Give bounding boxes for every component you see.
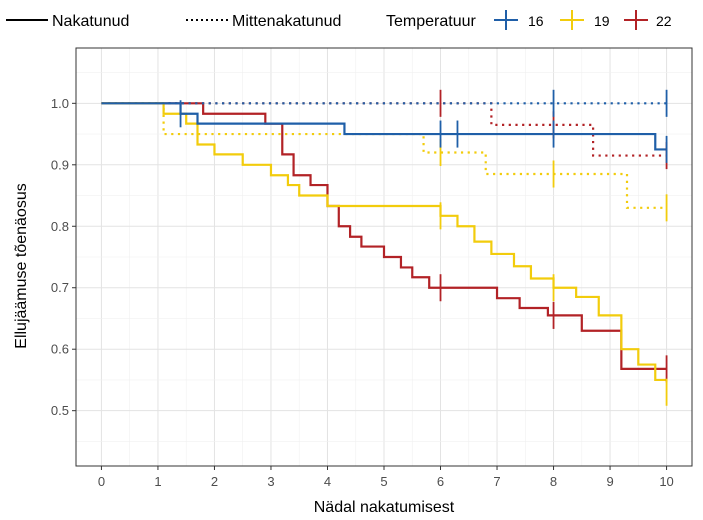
- legend-item-mittenakatunud: Mittenakatunud: [232, 13, 341, 30]
- y-axis: 0.5 0.6 0.7 0.8 0.9 1.0: [51, 96, 76, 418]
- y-tick-label: 0.8: [51, 219, 69, 234]
- x-tick-label: 5: [380, 474, 387, 489]
- series-22-nakatunud: [101, 102, 667, 370]
- y-tick-label: 0.5: [51, 403, 69, 418]
- legend-item-16: 16: [528, 13, 544, 29]
- x-tick-label: 2: [211, 474, 218, 489]
- legend-key-19: [560, 10, 584, 30]
- y-tick-label: 0.9: [51, 157, 69, 172]
- series-19-nakatunud: [101, 102, 667, 382]
- x-tick-label: 4: [324, 474, 331, 489]
- x-tick-label: 7: [493, 474, 500, 489]
- censor-marks: [179, 89, 668, 406]
- legend-title-temperatuur: Temperatuur: [386, 13, 476, 30]
- y-tick-label: 0.7: [51, 280, 69, 295]
- y-tick-label: 0.6: [51, 342, 69, 357]
- x-tick-label: 6: [437, 474, 444, 489]
- x-tick-label: 3: [267, 474, 274, 489]
- x-axis-title: Nädal nakatumisest: [314, 499, 455, 516]
- legend: Nakatunud Mittenakatunud Temperatuur 16 …: [6, 10, 672, 30]
- x-tick-label: 10: [659, 474, 673, 489]
- series-layer: [101, 102, 667, 382]
- x-tick-label: 8: [550, 474, 557, 489]
- series-22-mittenakatunud: [101, 102, 667, 157]
- y-tick-label: 1.0: [51, 96, 69, 111]
- y-axis-title: Ellujäämuse tõenäosus: [13, 183, 30, 348]
- legend-key-16: [494, 10, 518, 30]
- x-axis: 0 1 2 3 4 5 6 7 8 9 10: [98, 466, 674, 489]
- legend-item-19: 19: [594, 13, 610, 29]
- x-tick-label: 1: [154, 474, 161, 489]
- legend-item-nakatunud: Nakatunud: [52, 13, 129, 30]
- x-tick-label: 0: [98, 474, 105, 489]
- legend-item-22: 22: [656, 13, 672, 29]
- legend-key-22: [624, 10, 648, 30]
- x-tick-label: 9: [606, 474, 613, 489]
